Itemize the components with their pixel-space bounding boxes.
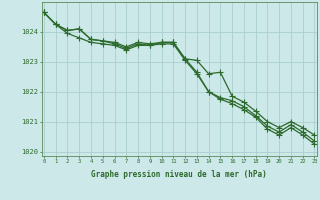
X-axis label: Graphe pression niveau de la mer (hPa): Graphe pression niveau de la mer (hPa) (91, 170, 267, 179)
